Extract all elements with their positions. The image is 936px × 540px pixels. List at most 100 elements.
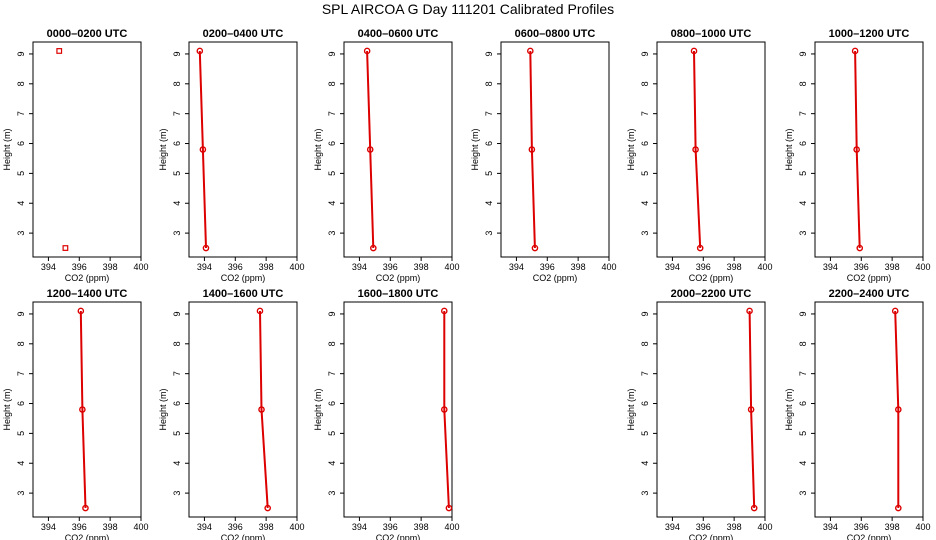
y-tick-label: 6 [16,141,26,146]
x-axis-label: CO2 (ppm) [847,273,892,283]
y-axis-label: Height (m) [313,388,323,430]
y-tick-label: 8 [484,81,494,86]
x-tick-label: 400 [915,522,930,532]
panel-title: 0200–0400 UTC [203,28,284,40]
plot-frame [32,41,142,258]
y-tick-label: 7 [640,111,650,116]
panel-title: 0600–0800 UTC [515,28,596,40]
x-axis-label: CO2 (ppm) [376,533,421,540]
y-axis-label: Height (m) [2,388,12,430]
y-tick-label: 4 [172,461,182,466]
data-point [891,307,899,315]
y-tick-label: 4 [640,461,650,466]
profile-panel: 2200–2400 UTC 394 396 398 400 3 4 5 6 7 8 9 CO2 (ppm… [784,288,931,540]
y-tick-label: 6 [798,401,808,406]
x-tick-label: 396 [383,262,398,272]
profile-panel: 1600–1800 UTC 394 396 398 400 3 4 5 6 7 8 9 CO2 (ppm… [313,288,460,540]
data-point [851,47,859,55]
data-point [746,307,753,315]
data-point [258,406,265,413]
y-tick-label: 4 [16,201,26,206]
profile-line [693,50,702,249]
x-tick-label: 394 [823,522,838,532]
data-point [366,146,374,153]
data-point [370,244,377,252]
data-point [440,406,448,413]
x-tick-label: 398 [103,522,118,532]
x-tick-label: 400 [444,262,459,272]
data-point [199,146,207,153]
plot-frame [32,301,142,518]
x-axis-label: CO2 (ppm) [847,533,892,540]
y-tick-label: 4 [484,201,494,206]
panel-title: 1200–1400 UTC [47,288,128,300]
y-tick-label: 8 [16,341,26,346]
data-point [690,47,698,55]
x-tick-label: 394 [352,262,367,272]
x-tick-label: 396 [854,522,869,532]
x-axis-label: CO2 (ppm) [533,273,578,283]
profile-panel: 0200–0400 UTC 394 396 398 400 3 4 5 6 7 8 9 CO2 (ppm… [158,28,305,283]
x-tick-label: 398 [885,262,900,272]
y-tick-label: 7 [484,111,494,116]
data-point [82,504,89,512]
y-tick-label: 9 [798,311,808,316]
y-tick-label: 5 [327,171,337,176]
profile-line [198,50,207,249]
plot-frame [188,301,298,518]
y-tick-label: 7 [798,111,808,116]
profile-panel: 1200–1400 UTC 394 396 398 400 3 4 5 6 7 8 9 CO2 (ppm… [2,288,149,540]
y-tick-label: 4 [327,201,337,206]
y-axis-label: Height (m) [470,128,480,170]
data-point [750,504,758,512]
panel-title: 1600–1800 UTC [358,288,439,300]
profile-line [894,310,900,508]
profile-panel: 1000–1200 UTC 394 396 398 400 3 4 5 6 7 8 9 CO2 (ppm… [784,28,931,283]
profile-panel: 0400–0600 UTC 394 396 398 400 3 4 5 6 7 8 9 CO2 (ppm… [313,28,460,283]
x-tick-label: 398 [571,262,586,272]
data-point [856,244,864,252]
data-point [56,48,63,54]
data-point [531,244,539,252]
x-axis-label: CO2 (ppm) [221,273,266,283]
data-point [895,406,902,413]
y-tick-label: 5 [640,171,650,176]
y-tick-label: 7 [640,371,650,376]
y-tick-label: 3 [640,491,650,496]
panel-title: 2200–2400 UTC [829,288,910,300]
x-axis-label: CO2 (ppm) [65,533,110,540]
profile-line [443,311,450,509]
x-tick-label: 400 [133,262,148,272]
x-tick-label: 400 [601,262,616,272]
data-point [853,146,860,153]
x-tick-label: 400 [289,522,304,532]
panel-title: 1000–1200 UTC [829,28,910,40]
y-axis-label: Height (m) [2,128,12,170]
panel-title: 1400–1600 UTC [203,288,284,300]
data-point [895,504,902,512]
x-tick-label: 394 [197,262,212,272]
y-tick-label: 3 [798,231,808,236]
y-axis-label: Height (m) [626,388,636,430]
panel-title: 0000–0200 UTC [47,28,128,40]
y-tick-label: 3 [640,231,650,236]
y-tick-label: 8 [172,81,182,86]
y-tick-label: 8 [16,81,26,86]
y-tick-label: 9 [484,51,494,56]
y-tick-label: 4 [172,201,182,206]
profile-panel: 1400–1600 UTC 394 396 398 400 3 4 5 6 7 8 9 CO2 (ppm… [158,288,305,540]
data-point [62,245,69,251]
x-tick-label: 396 [854,262,869,272]
x-tick-label: 398 [727,522,742,532]
y-tick-label: 9 [798,51,808,56]
data-point [528,146,536,153]
y-tick-label: 5 [172,171,182,176]
y-tick-label: 6 [327,141,337,146]
profile-line [854,50,861,249]
y-tick-label: 7 [327,371,337,376]
x-tick-label: 398 [259,522,274,532]
panel-title: 0800–1000 UTC [671,28,752,40]
x-tick-label: 398 [414,522,429,532]
data-point [196,47,204,55]
y-tick-label: 5 [640,431,650,436]
